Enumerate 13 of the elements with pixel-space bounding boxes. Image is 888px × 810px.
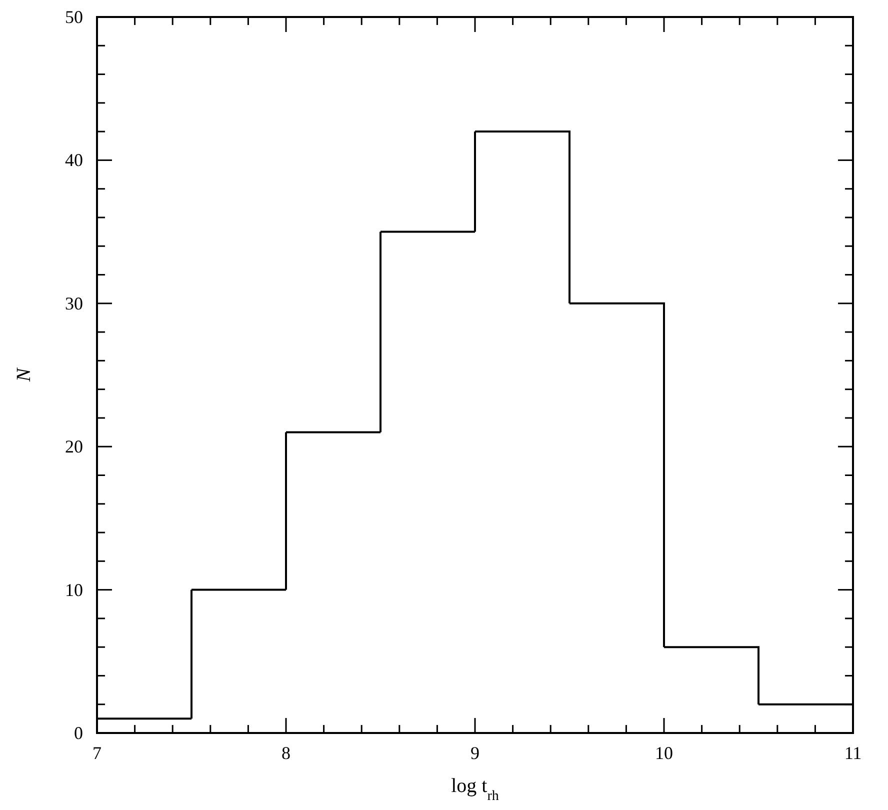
x-tick-label: 8 bbox=[282, 743, 290, 763]
y-tick-label: 30 bbox=[65, 293, 83, 314]
y-axis-title: N bbox=[13, 366, 35, 383]
y-tick-label: 10 bbox=[65, 580, 83, 600]
x-tick-label: 11 bbox=[844, 743, 862, 763]
y-tick-label: 20 bbox=[65, 436, 83, 457]
y-tick-label: 40 bbox=[65, 150, 83, 170]
x-tick-label: 9 bbox=[470, 743, 480, 763]
x-axis-title: log t$_{rh}$ bbox=[451, 775, 499, 804]
x-tick-label: 7 bbox=[92, 743, 102, 763]
x-tick-label: 10 bbox=[655, 743, 673, 763]
y-tick-label: 50 bbox=[65, 7, 83, 27]
y-tick-label: 0 bbox=[74, 723, 83, 743]
